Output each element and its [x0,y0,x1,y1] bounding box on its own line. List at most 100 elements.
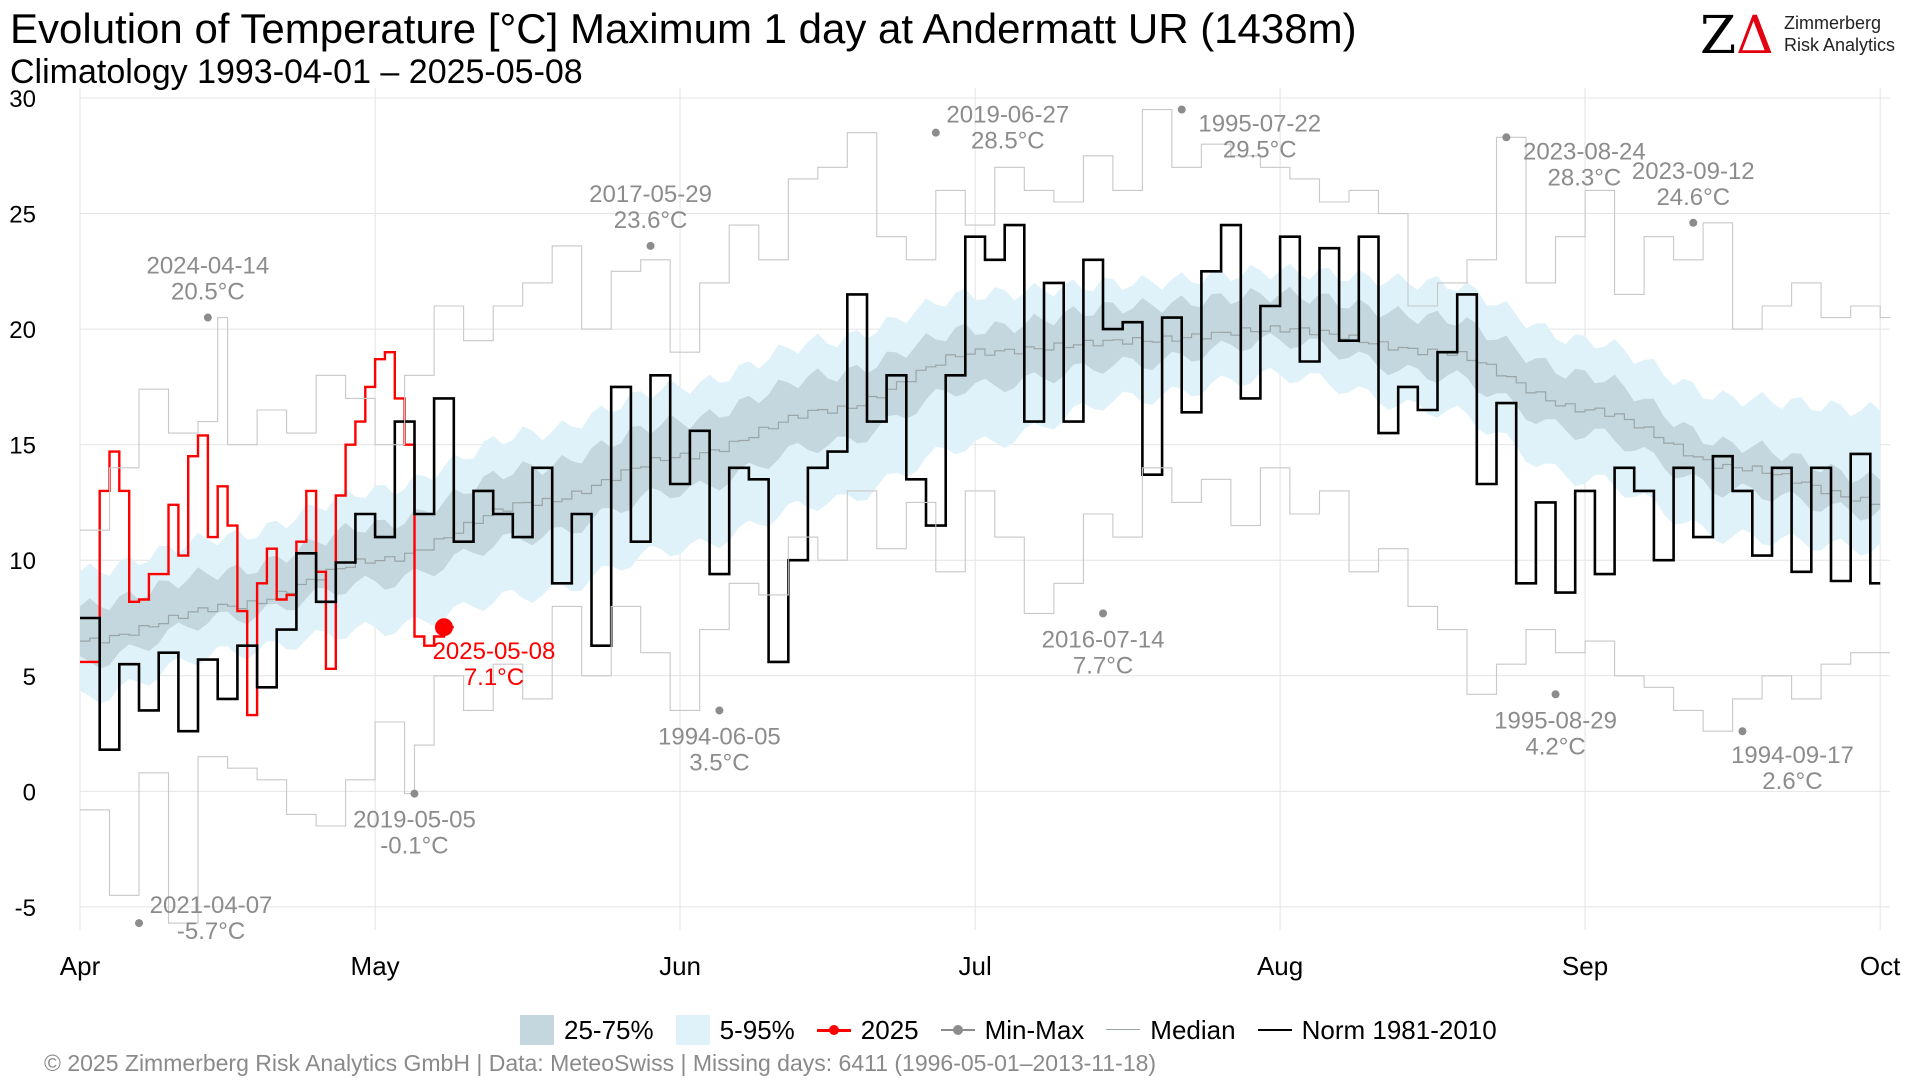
annotation-date: 2019-06-27 [946,102,1069,129]
legend-item-minmax: Min-Max [940,1014,1085,1046]
annotation-value: -5.7°C [177,918,245,945]
legend-swatch-norm [1257,1015,1292,1045]
x-tick-label: Jun [659,951,701,981]
legend-swatch-5-95 [675,1015,710,1045]
logo-mark: ZΔ [1700,6,1774,66]
annotation-date: 2023-09-12 [1632,158,1755,185]
max-line [80,109,1890,531]
annotation-date: 1995-07-22 [1198,111,1321,138]
y-tick-label: 10 [9,548,36,575]
y-tick-label: 5 [23,664,36,691]
extreme-marker [135,919,144,928]
annotation-value: -0.1°C [380,833,448,860]
legend-swatch-median [1106,1015,1141,1045]
extreme-marker [1689,218,1698,227]
logo-line-1: Zimmerberg [1784,13,1882,33]
legend-swatch-minmax [940,1015,975,1045]
y-tick-label: 30 [9,86,36,113]
x-tick-label: Oct [1860,951,1901,981]
annotation-label: 2025-05-087.1°C [433,638,556,691]
min-line [80,467,1890,924]
extreme-marker [1551,690,1560,699]
median-line [80,325,1881,644]
legend-label-norm: Norm 1981-2010 [1301,1014,1497,1045]
legend-swatch-2025 [816,1015,851,1045]
footer-credits: © 2025 Zimmerberg Risk Analytics GmbH | … [44,1050,1157,1076]
annotation-label: 1995-08-294.2°C [1494,707,1617,760]
x-tick-label: Jul [959,951,992,981]
annotation-label: 2019-05-05-0.1°C [353,807,476,860]
legend-label-median: Median [1150,1014,1236,1045]
annotation-label: 2016-07-147.7°C [1042,626,1165,679]
y-tick-label: 25 [9,202,36,229]
y-tick-label: 15 [9,433,36,460]
annotation-date: 2017-05-29 [589,181,712,208]
annotation-value: 28.5°C [971,128,1045,155]
annotation-label: 2021-04-07-5.7°C [150,892,273,945]
annotation-date: 2021-04-07 [150,892,273,919]
legend-item-5-95: 5-95% [675,1014,795,1046]
extreme-marker [410,789,419,798]
annotation-date: 1994-09-17 [1731,742,1854,769]
annotation-date: 2016-07-14 [1042,626,1165,653]
legend-item-median: Median [1106,1014,1236,1046]
annotation-value: 7.1°C [464,664,524,691]
annotation-value: 23.6°C [614,207,688,234]
extreme-marker [715,706,724,715]
logo-text: Zimmerberg Risk Analytics [1784,12,1895,56]
annotation-date: 2023-08-24 [1523,138,1646,165]
legend-label-minmax: Min-Max [984,1014,1085,1045]
chart-title: Evolution of Temperature [°C] Maximum 1 … [10,5,1357,52]
annotation-date: 2024-04-14 [146,253,269,280]
annotation-label: 1994-06-053.5°C [658,723,781,776]
legend-label-25-75: 25-75% [564,1014,654,1045]
annotation-value: 7.7°C [1073,652,1133,679]
legend-item-25-75: 25-75% [520,1015,654,1046]
annotation-value: 4.2°C [1525,733,1585,760]
annotation-date: 2019-05-05 [353,807,476,834]
annotation-value: 20.5°C [171,279,245,306]
annotation-value: 24.6°C [1656,184,1730,211]
annotation-value: 28.3°C [1548,164,1622,191]
chart-subtitle: Climatology 1993-04-01 – 2025-05-08 [10,53,583,91]
annotation-value: 29.5°C [1223,137,1297,164]
legend-item-2025: 2025 [816,1014,919,1046]
band-25-75 [80,286,1881,669]
current-value-marker [434,618,453,637]
extreme-marker [646,241,655,250]
legend-item-norm: Norm 1981-2010 [1257,1014,1497,1046]
extreme-marker [1738,727,1747,736]
y-tick-label: -5 [15,895,36,922]
annotation-date: 1995-08-29 [1494,707,1617,734]
extreme-marker [1177,105,1186,114]
extreme-marker [1099,609,1108,618]
norm-line [80,223,1881,751]
current-year-line [80,351,454,717]
legend-label-5-95: 5-95% [719,1014,795,1045]
annotation-date: 1994-06-05 [658,723,781,750]
extreme-marker [1502,133,1511,142]
y-tick-label: 0 [23,779,36,806]
logo-line-2: Risk Analytics [1784,35,1896,55]
company-logo: ZΔ Zimmerberg Risk Analytics [1700,8,1910,64]
x-tick-label: May [351,951,400,981]
legend-swatch-25-75 [520,1015,554,1045]
temperature-chart: -5 0 5 10 15 20 25 30 Apr May Jun Jul Aug Sep Oct 2024-… [9,86,1901,981]
extreme-marker [931,128,940,137]
y-tick-label: 20 [9,317,36,344]
extreme-marker [203,313,212,322]
annotation-date: 2025-05-08 [433,638,556,665]
x-tick-label: Sep [1562,951,1608,981]
x-tick-label: Aug [1257,951,1303,981]
x-tick-label: Apr [60,951,101,981]
annotation-label: 1994-09-172.6°C [1731,742,1854,795]
chart-legend: 25-75% 5-95% 2025 Min-Max Median Norm 19… [520,1012,1519,1048]
annotation-value: 2.6°C [1762,768,1822,795]
legend-label-2025: 2025 [860,1014,919,1045]
